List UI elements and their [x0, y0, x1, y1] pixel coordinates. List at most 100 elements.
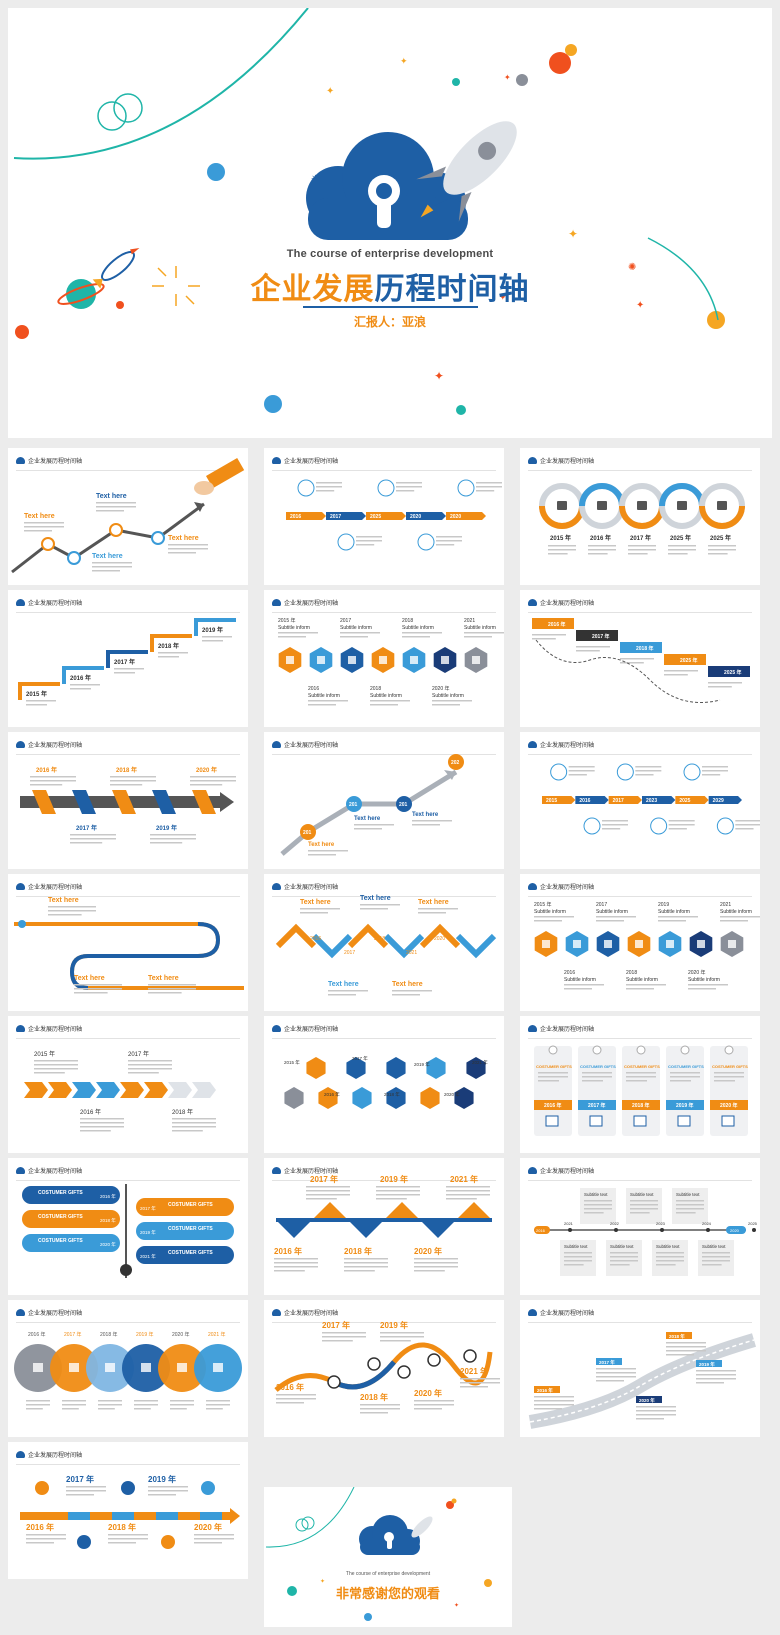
slide-header-rule: [16, 1322, 240, 1323]
slide-header: 企业发展历程时间轴: [528, 1164, 594, 1176]
slide-thumbnail-chevron-line[interactable]: 企业发展历程时间轴 2015 年 2017 年 2016 年 2018 年: [8, 1016, 248, 1153]
slide-text: Text here: [74, 975, 105, 982]
slide-text: Text here: [92, 553, 123, 560]
slide-thumbnail-hex-row[interactable]: 企业发展历程时间轴 2015 年 Subtitle inform 2017 Subtit…: [520, 874, 760, 1011]
placeholder-line: [396, 490, 415, 492]
placeholder-line: [548, 545, 576, 547]
placeholder-line: [376, 1198, 407, 1200]
slide-header: 企业发展历程时间轴: [272, 1022, 338, 1034]
cloud-icon: [16, 1166, 25, 1174]
slide-text: Text here: [24, 513, 55, 520]
placeholder-line: [588, 549, 616, 551]
placeholder-line: [582, 1076, 612, 1078]
slide-thumbnail-vertical-bars[interactable]: 企业发展历程时间轴 COSTUMER GIFTS 2016 年 COSTUMER GI…: [8, 1158, 248, 1295]
slide-text: 2015: [546, 798, 557, 804]
placeholder-line: [534, 1396, 574, 1398]
slide-header-title: 企业发展历程时间轴: [540, 741, 595, 749]
placeholder-line: [596, 1368, 636, 1370]
slide-thumbnail-box-timeline[interactable]: 企业发展历程时间轴 2016 2020 Subtitle text Subtitle t…: [520, 1158, 760, 1295]
slide-text: 2017 年: [114, 658, 135, 666]
placeholder-line: [628, 545, 656, 547]
placeholder-line: [360, 1412, 388, 1414]
placeholder-line: [370, 704, 398, 706]
slide-header-rule: [272, 896, 496, 897]
placeholder-line: [344, 1266, 388, 1268]
placeholder-line: [128, 1060, 172, 1062]
placeholder-line: [460, 1378, 500, 1380]
placeholder-line: [476, 486, 502, 488]
slide-header-rule: [272, 612, 496, 613]
slide-thumbnail-descending-steps[interactable]: 企业发展历程时间轴 2016 年 2017 年 2018 年 2025 年 2025 年: [520, 590, 760, 727]
slide-thumbnail-rising-line[interactable]: 企业发展历程时间轴 201 201 201 202 Text here Text here T…: [264, 732, 504, 869]
placeholder-line: [532, 634, 566, 636]
star-icon: ✦: [326, 86, 334, 97]
planet-icon: [516, 74, 528, 86]
slide-thumbnail-icon-arrow-band[interactable]: 企业发展历程时间轴 2016 2017 2025 2020 2020: [264, 448, 504, 585]
slide-header-rule: [528, 612, 752, 613]
placeholder-line: [70, 838, 116, 840]
placeholder-line: [80, 1118, 124, 1120]
slide-text: 2024: [702, 1221, 712, 1226]
placeholder-line: [735, 828, 754, 830]
placeholder-line: [676, 1212, 696, 1214]
slide-thumbnail-zigzag-arrow[interactable]: 企业发展历程时间轴 Text here Text here Text here Text…: [8, 448, 248, 585]
slide-thumbnail-hex-row[interactable]: 企业发展历程时间轴 2015 年 Subtitle inform 2017 Subtit…: [264, 590, 504, 727]
placeholder-line: [128, 1064, 172, 1066]
placeholder-line: [396, 486, 422, 488]
slide-thumbnail-twisted-ribbon[interactable]: 企业发展历程时间轴 2016 年 2018 年 2020 年 2017 年 2019 年: [8, 732, 248, 869]
decor-arc: [13, 8, 309, 160]
slide-thumbnail-staircase[interactable]: 企业发展历程时间轴 2015 年 2016 年 2017 年 2018 年 2019 年: [8, 590, 248, 727]
slide-text: Subtitle text: [610, 1244, 634, 1249]
slide-thumbnail-icon-arrow-band[interactable]: 企业发展历程时间轴 2015 2016 2017 2023 2025 2029: [520, 732, 760, 869]
timeline-graphic: 2016 年 2017 年 2018 年 2019 年 2020 年: [528, 1332, 756, 1429]
cloud-icon: [272, 456, 281, 464]
slide-thumbnail-ring-chain[interactable]: 企业发展历程时间轴 2015 年 2016 年 2017 年 2025 年 2025 年: [520, 448, 760, 585]
placeholder-line: [418, 908, 458, 910]
slide-thumbnail-winding-road[interactable]: 企业发展历程时间轴 Text here Text here Text here: [8, 874, 248, 1011]
slide-header-rule: [528, 754, 752, 755]
placeholder-line: [630, 1212, 650, 1214]
placeholder-line: [414, 1258, 458, 1260]
slide-header-title: 企业发展历程时间轴: [540, 1025, 595, 1033]
placeholder-line: [306, 1194, 350, 1196]
placeholder-line: [656, 1256, 684, 1258]
slide-text: Text here: [48, 897, 79, 904]
cover-subtitle: The course of enterprise development: [286, 248, 494, 260]
timeline-graphic: 2016 2017 2025 2020 2020: [286, 479, 502, 551]
placeholder-line: [34, 1068, 78, 1070]
slide-text: Subtitle inform: [658, 909, 690, 915]
slide-thumbnail-gift-cards[interactable]: 企业发展历程时间轴 COSTUMER GIFTS 2016 年 COSTUMER GI…: [520, 1016, 760, 1153]
slide-thumbnail-chevron-wave[interactable]: 企业发展历程时间轴 Text here Text here Text here Text…: [264, 874, 504, 1011]
ending-illustration: ✦ ✦: [265, 1487, 492, 1621]
placeholder-line: [194, 1542, 222, 1544]
cloud-icon: [528, 1166, 537, 1174]
slide-text: COSTUMER GIFTS: [624, 1064, 660, 1069]
placeholder-line: [688, 988, 716, 990]
slide-header: 企业发展历程时间轴: [528, 880, 594, 892]
slide-text: 2017 年: [140, 1205, 156, 1212]
cover-slide[interactable]: ✦ ✦ ✦ ✦ ✦ ✦ ✦ ✳ ✺: [8, 8, 772, 438]
placeholder-line: [306, 1198, 337, 1200]
placeholder-line: [168, 544, 208, 546]
slide-text: 2017 年: [592, 633, 610, 640]
slide-text: 2018 年: [344, 1246, 372, 1256]
slide-thumbnail-road-perspective[interactable]: 企业发展历程时间轴 2016 年 2017 年 2018 年 2019 年 2020 年: [520, 1300, 760, 1437]
slide-text: 2021: [564, 1221, 574, 1226]
slide-text: Subtitle inform: [564, 977, 596, 983]
placeholder-line: [432, 700, 472, 702]
slide-header-title: 企业发展历程时间轴: [284, 1309, 339, 1317]
placeholder-line: [24, 522, 64, 524]
ending-slide[interactable]: ✦ ✦ The course of enterprise development…: [264, 1487, 512, 1627]
placeholder-line: [66, 1490, 106, 1492]
timeline-graphic: 2015 年 2016 年 2017 年 2025 年 2025 年: [539, 483, 745, 555]
placeholder-line: [308, 700, 348, 702]
slide-text: 2015 年: [34, 1050, 55, 1058]
placeholder-line: [548, 549, 576, 551]
slide-thumbnail-pin-arrow[interactable]: 企业发展历程时间轴 2017 年 2019 年 2016 年 2018 年 2020 年: [8, 1442, 248, 1579]
placeholder-line: [584, 1204, 612, 1206]
slide-header-rule: [16, 896, 240, 897]
